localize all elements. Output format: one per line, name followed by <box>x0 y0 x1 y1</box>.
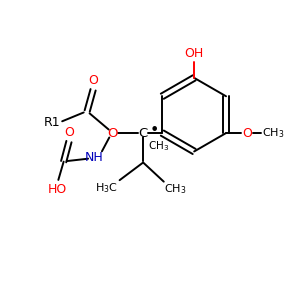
Text: CH$_3$: CH$_3$ <box>148 140 170 153</box>
Text: O: O <box>64 126 74 139</box>
Text: C: C <box>139 127 148 140</box>
Text: CH$_3$: CH$_3$ <box>164 182 187 196</box>
Text: H$_3$C: H$_3$C <box>95 182 118 196</box>
Text: R1: R1 <box>44 116 60 129</box>
Text: O: O <box>242 127 252 140</box>
Text: NH: NH <box>85 151 104 164</box>
Text: HO: HO <box>48 183 67 196</box>
Text: O: O <box>107 127 118 140</box>
Text: OH: OH <box>184 46 204 60</box>
Text: •: • <box>150 123 159 138</box>
Text: CH$_3$: CH$_3$ <box>262 126 284 140</box>
Text: O: O <box>89 74 99 87</box>
